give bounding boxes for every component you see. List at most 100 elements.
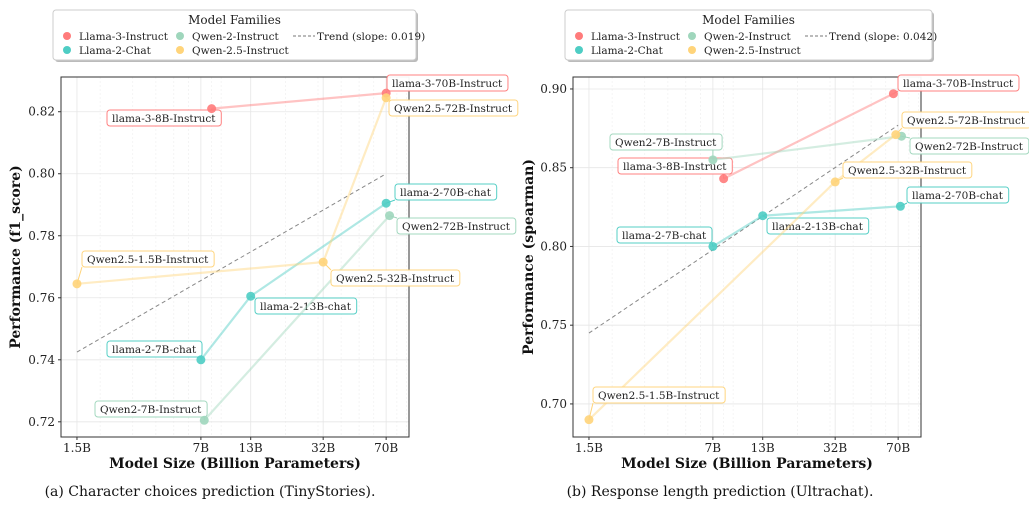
legend-marker bbox=[575, 46, 583, 54]
x-tick-label: 13B bbox=[751, 441, 775, 455]
data-label-text: llama-3-8B-Instruct bbox=[623, 161, 727, 173]
data-label-text: llama-3-70B-Instruct bbox=[903, 78, 1014, 90]
data-label-text: Qwen2-72B-Instruct bbox=[402, 221, 511, 233]
data-label-text: llama-2-70B-chat bbox=[912, 190, 1004, 202]
legend: Model Families Llama-3-Instruct Llama-2-Ch… bbox=[52, 9, 425, 62]
data-label-text: llama-2-7B-chat bbox=[112, 344, 197, 356]
x-axis-label: Model Size (Billion Parameters) bbox=[621, 456, 873, 472]
data-label-text: Qwen2-72B-Instruct bbox=[915, 141, 1024, 153]
data-label: llama-3-8B-Instruct bbox=[617, 157, 733, 175]
data-label: llama-3-70B-Instruct bbox=[386, 74, 509, 92]
legend-entry: Llama-3-Instruct bbox=[591, 31, 681, 43]
data-point bbox=[895, 201, 905, 211]
y-axis-label: Performance (spearman) bbox=[521, 159, 537, 355]
data-point bbox=[891, 130, 901, 140]
data-label-box bbox=[396, 217, 517, 235]
data-label: llama-3-8B-Instruct bbox=[106, 109, 222, 127]
series-line bbox=[723, 92, 894, 180]
data-label-box bbox=[609, 133, 723, 151]
legend-trend-entry: Trend (slope: 0.042) bbox=[829, 31, 937, 43]
legend-marker bbox=[688, 46, 696, 54]
data-label-box bbox=[386, 74, 509, 92]
data-label-box bbox=[906, 186, 1010, 204]
series-line bbox=[712, 135, 902, 161]
data-label: Qwen2.5-72B-Instruct bbox=[901, 111, 1029, 129]
x-tick-label: 7B bbox=[193, 441, 210, 455]
y-tick-label: 0.78 bbox=[28, 229, 55, 243]
data-label: llama-2-7B-chat bbox=[106, 340, 203, 358]
x-tick-label: 1.5B bbox=[575, 441, 603, 455]
data-label-box bbox=[592, 386, 726, 404]
data-label-text: Qwen2.5-72B-Instruct bbox=[907, 115, 1026, 127]
data-label-box bbox=[901, 111, 1029, 129]
legend-marker bbox=[575, 32, 583, 40]
data-point bbox=[830, 177, 840, 187]
data-label-box bbox=[106, 340, 203, 358]
x-axis-label: Model Size (Billion Parameters) bbox=[109, 456, 361, 472]
x-tick-label: 70B bbox=[886, 441, 910, 455]
data-point bbox=[888, 89, 898, 99]
data-label: llama-2-70B-chat bbox=[906, 186, 1010, 204]
data-label-box bbox=[94, 400, 208, 418]
data-point bbox=[385, 211, 395, 221]
legend: Model Families Llama-3-Instruct Llama-2-Ch… bbox=[564, 9, 937, 62]
data-label-text: llama-3-8B-Instruct bbox=[112, 113, 216, 125]
data-label: Qwen2.5-32B-Instruct bbox=[842, 161, 973, 179]
data-label-text: Qwen2-7B-Instruct bbox=[615, 137, 717, 149]
legend-title: Model Families bbox=[188, 13, 281, 27]
y-tick-label: 0.90 bbox=[540, 82, 567, 96]
chart-0: 0.72 0.74 0.76 0.78 0.80 0.82 1.5B 7B 13B 32B 70B M… bbox=[8, 9, 519, 472]
data-point bbox=[199, 415, 209, 425]
data-point bbox=[708, 155, 718, 165]
y-tick-label: 0.75 bbox=[540, 318, 567, 332]
data-point bbox=[584, 415, 594, 425]
data-label-text: llama-3-70B-Instruct bbox=[392, 78, 503, 90]
legend-marker bbox=[176, 46, 184, 54]
trend-line bbox=[76, 173, 387, 353]
data-label-box bbox=[394, 183, 498, 201]
y-tick-label: 0.74 bbox=[28, 353, 55, 367]
x-tick-label: 32B bbox=[823, 441, 847, 455]
data-point bbox=[246, 291, 256, 301]
legend-entry: Qwen-2.5-Instruct bbox=[704, 45, 802, 57]
legend-marker bbox=[176, 32, 184, 40]
data-point bbox=[708, 241, 718, 251]
y-tick-label: 0.80 bbox=[28, 167, 55, 181]
data-point bbox=[758, 211, 768, 221]
data-label-box bbox=[254, 297, 358, 315]
data-label-text: Qwen2.5-1.5B-Instruct bbox=[598, 390, 720, 402]
x-tick-label: 1.5B bbox=[63, 441, 91, 455]
data-label-box bbox=[616, 226, 713, 244]
legend-entry: Llama-2-Chat bbox=[591, 45, 664, 57]
legend-box bbox=[52, 9, 417, 61]
data-label-text: Qwen2.5-1.5B-Instruct bbox=[87, 254, 209, 266]
data-label-box bbox=[388, 99, 519, 117]
data-label-text: llama-2-13B-chat bbox=[260, 301, 352, 313]
data-label: llama-2-13B-chat bbox=[254, 297, 358, 315]
legend-box bbox=[564, 9, 933, 61]
data-label: Qwen2-72B-Instruct bbox=[909, 137, 1029, 155]
y-tick-label: 0.85 bbox=[540, 161, 567, 175]
x-tick-label: 7B bbox=[705, 441, 722, 455]
data-label-box bbox=[766, 217, 870, 235]
data-point bbox=[719, 174, 729, 184]
data-label: Qwen2.5-1.5B-Instruct bbox=[81, 250, 215, 268]
legend-entry: Qwen-2-Instruct bbox=[192, 31, 280, 43]
data-label: llama-2-13B-chat bbox=[766, 217, 870, 235]
y-axis-label: Performance (f1_score) bbox=[8, 165, 24, 349]
data-point bbox=[381, 93, 391, 103]
plot-frame bbox=[60, 76, 410, 438]
data-label-box bbox=[617, 157, 733, 175]
series-line bbox=[211, 92, 387, 110]
data-point bbox=[318, 257, 328, 267]
series-line bbox=[203, 214, 391, 421]
data-point bbox=[196, 355, 206, 365]
data-label-text: llama-2-7B-chat bbox=[622, 230, 707, 242]
data-label-text: Qwen2.5-72B-Instruct bbox=[394, 103, 513, 115]
data-label: Qwen2-72B-Instruct bbox=[396, 217, 517, 235]
chart-1: 0.70 0.75 0.80 0.85 0.90 1.5B 7B 13B 32B 70B Model… bbox=[521, 9, 1029, 472]
data-label-box bbox=[81, 250, 215, 268]
data-label-box bbox=[106, 109, 222, 127]
x-tick-label: 32B bbox=[311, 441, 335, 455]
data-label: Qwen2-7B-Instruct bbox=[609, 133, 723, 151]
